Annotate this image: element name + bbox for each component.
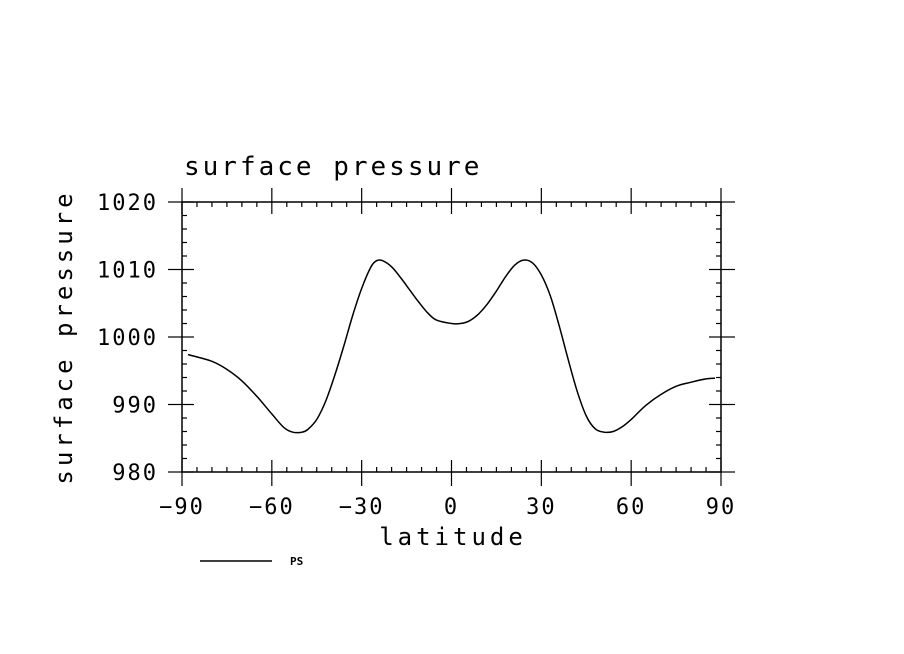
axis-ticks bbox=[168, 188, 735, 486]
y-axis-title: surface pressure bbox=[50, 189, 78, 484]
y-tick-label: 1000 bbox=[97, 326, 158, 351]
y-tick-label: 990 bbox=[112, 394, 158, 419]
y-tick-label: 1020 bbox=[97, 191, 158, 216]
y-tick-label: 1010 bbox=[97, 259, 158, 284]
series-line-ps bbox=[187, 259, 716, 434]
legend-label-ps: PS bbox=[290, 555, 303, 568]
x-tick-label: 60 bbox=[616, 495, 647, 520]
axis-tick-labels: −90 −60 −30 0 30 60 90 980 990 1000 1010 1020 bbox=[97, 191, 737, 520]
chart-title: surface pressure bbox=[184, 152, 482, 182]
x-axis-title: latitude bbox=[379, 523, 527, 551]
series-group bbox=[187, 259, 716, 434]
x-tick-label: 30 bbox=[526, 495, 557, 520]
legend: PS bbox=[200, 555, 303, 568]
x-tick-label: −90 bbox=[159, 495, 205, 520]
plot-frame bbox=[181, 201, 722, 473]
x-tick-label: 90 bbox=[706, 495, 737, 520]
y-tick-label: 980 bbox=[112, 461, 158, 486]
x-tick-label: −30 bbox=[339, 495, 385, 520]
x-tick-label: 0 bbox=[444, 495, 459, 520]
x-tick-label: −60 bbox=[249, 495, 295, 520]
